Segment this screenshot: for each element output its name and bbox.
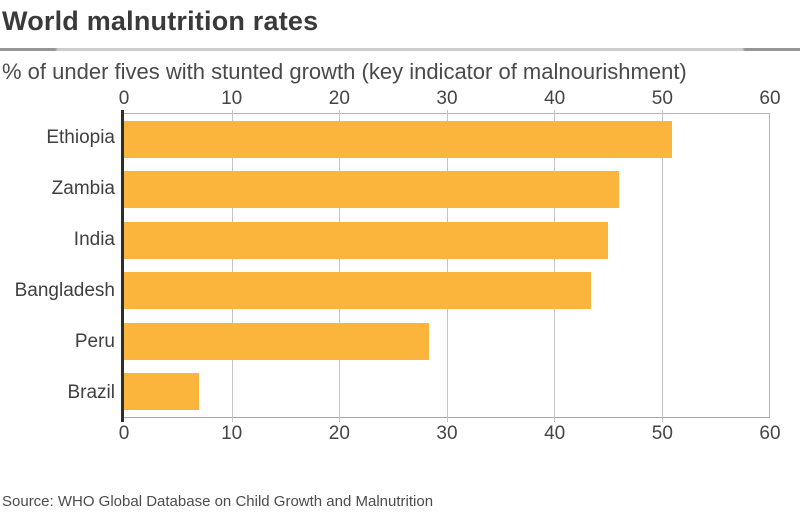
gridline-10 xyxy=(231,110,233,422)
category-slot-zambia: Zambia xyxy=(0,164,115,215)
title-divider xyxy=(0,48,800,51)
bar-slot-brazil xyxy=(124,367,769,418)
x-tick-label-30: 30 xyxy=(436,423,458,444)
bars-container xyxy=(124,114,769,417)
category-label-ethiopia: Ethiopia xyxy=(46,127,115,149)
x-tick-label-20: 20 xyxy=(328,423,350,444)
x-tick-label-10: 10 xyxy=(221,423,243,444)
bar-ethiopia xyxy=(124,120,673,158)
category-slot-bangladesh: Bangladesh xyxy=(0,265,115,316)
x-tick-label-40: 40 xyxy=(544,423,566,444)
bar-bangladesh xyxy=(124,272,591,310)
x-tick-label-60: 60 xyxy=(759,88,781,109)
gridline-40 xyxy=(554,110,555,422)
chart-subtitle: % of under fives with stunted growth (ke… xyxy=(2,59,687,84)
gridline-50 xyxy=(661,110,663,422)
gridline-30 xyxy=(446,110,448,422)
gridline-20 xyxy=(339,110,340,422)
x-axis-bottom: 0 10 20 30 40 50 60 xyxy=(119,418,781,444)
bar-slot-ethiopia xyxy=(124,114,769,165)
bar-zambia xyxy=(124,171,619,209)
bar-india xyxy=(124,221,608,259)
x-tick-label-10: 10 xyxy=(221,88,243,109)
bar-chart: 0 10 20 30 40 50 60 0 10 20 30 40 50 60 Ethiopia Zamb… xyxy=(0,87,800,444)
bar-slot-india xyxy=(124,215,769,266)
x-tick-label-60: 60 xyxy=(759,423,781,444)
bar-slot-zambia xyxy=(124,165,769,216)
bar-slot-peru xyxy=(124,316,769,367)
x-tick-label-30: 30 xyxy=(436,88,458,109)
category-slot-ethiopia: Ethiopia xyxy=(0,113,115,164)
bar-slot-bangladesh xyxy=(124,266,769,317)
plot-area xyxy=(121,110,770,422)
x-tick-label-50: 50 xyxy=(651,423,673,444)
x-axis-top: 0 10 20 30 40 50 60 xyxy=(119,87,781,113)
category-label-peru: Peru xyxy=(74,330,115,352)
x-tick-label-0: 0 xyxy=(118,88,130,109)
y-axis-line xyxy=(121,110,124,422)
x-tick-label-50: 50 xyxy=(651,88,673,109)
x-tick-label-40: 40 xyxy=(544,88,566,109)
category-labels: Ethiopia Zambia India Bangladesh Peru Brazil xyxy=(0,113,115,418)
category-label-india: India xyxy=(73,229,115,251)
page-title: World malnutrition rates xyxy=(2,6,319,36)
category-label-zambia: Zambia xyxy=(51,178,115,200)
category-slot-peru: Peru xyxy=(0,316,115,367)
x-tick-label-0: 0 xyxy=(118,423,130,444)
x-tick-label-20: 20 xyxy=(328,88,350,109)
source-credit: Source: WHO Global Database on Child Gro… xyxy=(2,493,434,510)
bar-brazil xyxy=(124,373,200,411)
category-label-bangladesh: Bangladesh xyxy=(14,279,115,301)
category-slot-brazil: Brazil xyxy=(0,367,115,418)
category-label-brazil: Brazil xyxy=(67,381,115,403)
category-slot-india: India xyxy=(0,215,115,266)
bar-peru xyxy=(124,322,430,360)
